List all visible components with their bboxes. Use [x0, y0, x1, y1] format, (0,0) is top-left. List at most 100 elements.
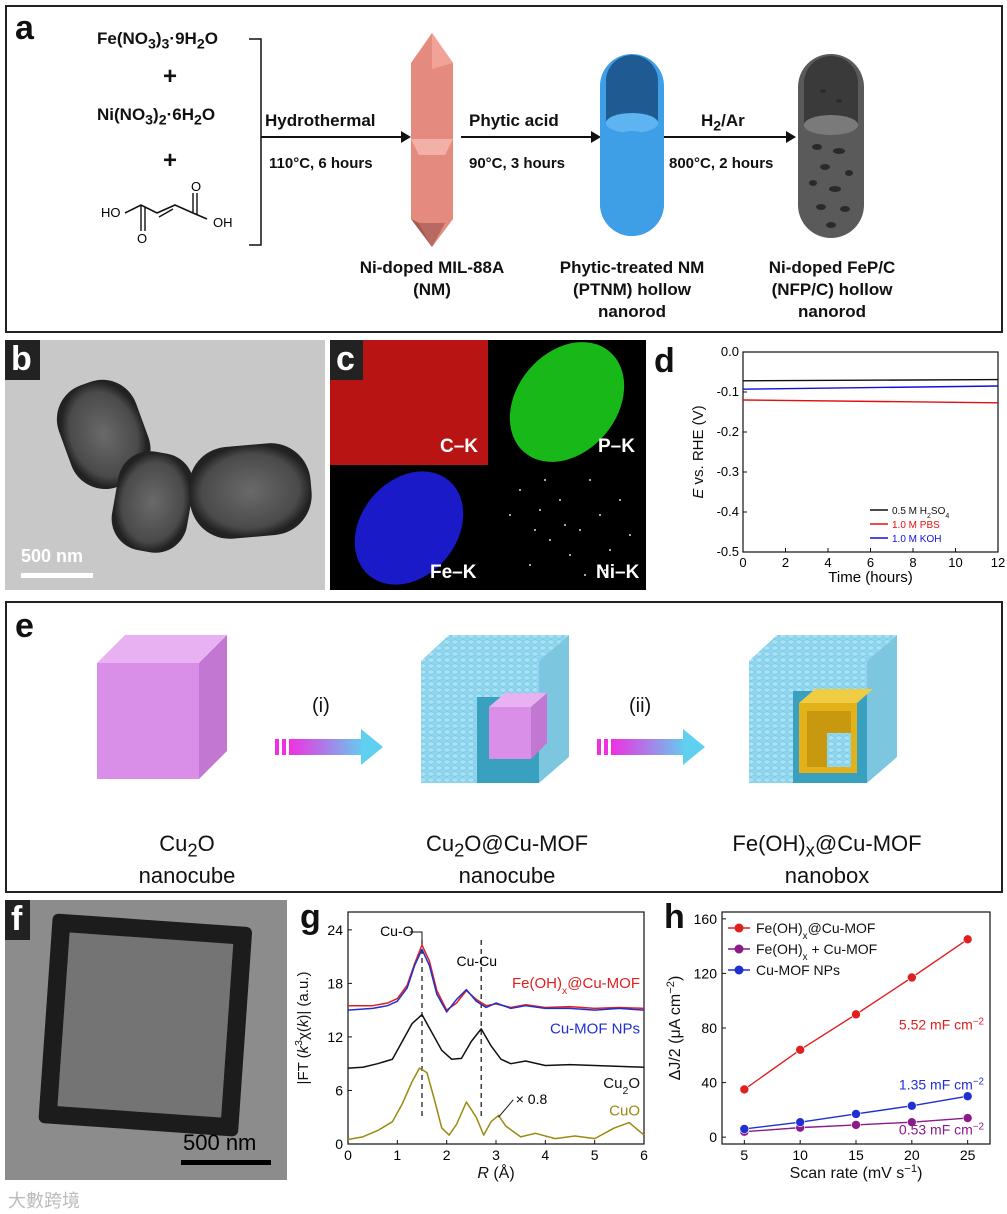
feoh-mof-label: Fe(OH)x@Cu-MOF nanobox	[707, 831, 947, 889]
plus-sign-1: +	[163, 63, 178, 90]
data-point-h	[907, 1100, 917, 1111]
feoh-at-cu-mof-nanobox	[749, 635, 897, 783]
scale-bar-b	[21, 573, 93, 578]
cu2o-mof-label-line1: Cu2O@Cu-MOF	[425, 831, 589, 861]
x-tick-label-g: 5	[591, 1147, 599, 1163]
y-tick-label-g: 24	[327, 922, 343, 938]
data-point-h	[962, 1091, 973, 1102]
x-tick-label-g: 6	[640, 1147, 648, 1163]
panel-f-tem-image: f 500 nm	[5, 900, 287, 1180]
step1-condition: 110°C, 6 hours	[269, 155, 373, 172]
gradient-arrow-ii	[597, 729, 705, 765]
y-tick-label-d: -0.5	[717, 544, 739, 559]
y-tick-label-h: 40	[701, 1075, 717, 1091]
step-ii-label: (ii)	[629, 695, 652, 717]
data-point-h	[851, 1009, 861, 1020]
step-i-label: (i)	[312, 695, 330, 717]
scale-bar-f	[181, 1160, 271, 1165]
product2-line3: nanorod	[598, 302, 666, 321]
data-point-h	[739, 1084, 750, 1095]
series-label-g-1: Cu-MOF NPs	[550, 1020, 640, 1037]
x-tick-label-g: 3	[492, 1147, 500, 1163]
y-tick-label-h: 160	[694, 911, 718, 927]
slope-label-1: 0.53 mF cm−2	[899, 1121, 984, 1138]
legend-marker-h	[734, 944, 744, 954]
legend-label-d: 1.0 M PBS	[892, 520, 940, 531]
x-tick-label-h: 20	[904, 1147, 920, 1163]
x-axis-label-h: Scan rate (mV s−1)	[790, 1163, 923, 1182]
oh-label: OH	[213, 215, 233, 230]
x-tick-label-g: 0	[344, 1147, 352, 1163]
series-line-g	[347, 1067, 645, 1141]
data-point-h	[907, 972, 917, 983]
series-label-g-3: CuO	[609, 1102, 640, 1119]
panel-label-c: c	[330, 340, 363, 380]
reagent-fe-nitrate: Fe(NO3)3·9H2O	[97, 29, 218, 53]
step2-label: Phytic acid	[469, 111, 559, 130]
process-arrows	[261, 131, 796, 143]
y-tick-label-d: -0.1	[717, 384, 739, 399]
x-tick-label-d: 12	[991, 555, 1005, 570]
map-label-p: P–K	[598, 436, 635, 457]
product2-line1: Phytic-treated NM	[559, 258, 705, 277]
annotation-arrow-cu-o	[409, 931, 423, 942]
scale-bar-b-label: 500 nm	[21, 546, 84, 566]
map-label-c: C–K	[440, 436, 479, 457]
product2-line2: (PTNM) hollow	[572, 280, 692, 299]
x-tick-label-d: 0	[739, 555, 746, 570]
cu2o-mof-label-line2: nanocube	[458, 863, 556, 889]
data-point-h	[739, 1124, 750, 1134]
panel-label-e: e	[15, 607, 34, 645]
cu2o-mof-label: Cu2O@Cu-MOF nanocube	[397, 831, 617, 889]
product2-label: Phytic-treated NM (PTNM) hollow nanorod	[537, 257, 727, 323]
ptnm-hollow-capsule	[600, 54, 664, 236]
feoh-mof-label-line2: nanobox	[784, 863, 870, 889]
o-top-label: O	[191, 179, 201, 194]
step1-label: Hydrothermal	[265, 111, 376, 130]
x-tick-label-d: 8	[909, 555, 916, 570]
legend-label-d: 0.5 M H2SO4	[892, 506, 949, 520]
product1-label: Ni-doped MIL-88A (NM)	[337, 257, 527, 301]
y-tick-label-h: 120	[694, 965, 718, 981]
chart-h: 5 10 15 20 25 0 40 80 120 160 Scan rate (mV s−1) ΔJ…	[665, 911, 991, 1182]
product1-line2: (NM)	[413, 280, 451, 299]
map-label-ni: Ni–K	[596, 562, 640, 583]
panel-b-tem-image: b 500 nm	[5, 340, 325, 590]
feoh-mof-label-line1: Fe(OH)x@Cu-MOF	[732, 831, 922, 861]
x-tick-label-d: 10	[948, 555, 962, 570]
x-tick-label-g: 2	[443, 1147, 451, 1163]
series-line-d	[742, 378, 999, 382]
data-point-h	[851, 1120, 861, 1130]
legend-label-h: Fe(OH)x@Cu-MOF	[756, 920, 875, 942]
gradient-arrow-i	[275, 729, 383, 765]
cu2o-label: Cu2O nanocube	[97, 831, 277, 889]
scale-bar-f-label: 500 nm	[183, 1130, 257, 1155]
cu2o-at-cu-mof-nanocube	[421, 635, 569, 783]
x-axis-label-d: Time (hours)	[828, 569, 912, 586]
step3-label: H2/Ar	[701, 111, 745, 135]
tem-particles	[5, 340, 325, 590]
ho-label: HO	[101, 205, 121, 220]
tem-nanobox	[5, 900, 287, 1180]
legend-marker-h	[734, 923, 744, 933]
x-tick-label-d: 6	[867, 555, 874, 570]
panel-label-f: f	[5, 900, 31, 940]
slope-label-2: 1.35 mF cm−2	[899, 1076, 984, 1093]
step3-condition: 800°C, 2 hours	[669, 155, 774, 172]
legend-label-h: Fe(OH)x + Cu-MOF	[756, 941, 877, 963]
annotation-cu-cu: Cu-Cu	[457, 953, 497, 969]
reagent-bracket	[249, 38, 262, 246]
y-axis-label-g: |FT (k3χ(k)| (a.u.)	[293, 972, 312, 1085]
x-tick-label-h: 5	[740, 1147, 748, 1163]
y-tick-label-d: -0.3	[717, 464, 739, 479]
x-tick-label-h: 25	[960, 1147, 976, 1163]
data-point-h	[962, 934, 973, 945]
y-tick-label-h: 80	[701, 1020, 717, 1036]
data-point-h	[962, 1113, 973, 1123]
product1-line1: Ni-doped MIL-88A	[359, 258, 505, 277]
product3-label: Ni-doped FeP/C (NFP/C) hollow nanorod	[737, 257, 927, 323]
panel-label-h: h	[664, 898, 685, 936]
y-tick-label-d: -0.4	[717, 504, 739, 519]
y-tick-label-g: 6	[335, 1082, 343, 1098]
y-tick-label-g: 18	[327, 975, 343, 991]
